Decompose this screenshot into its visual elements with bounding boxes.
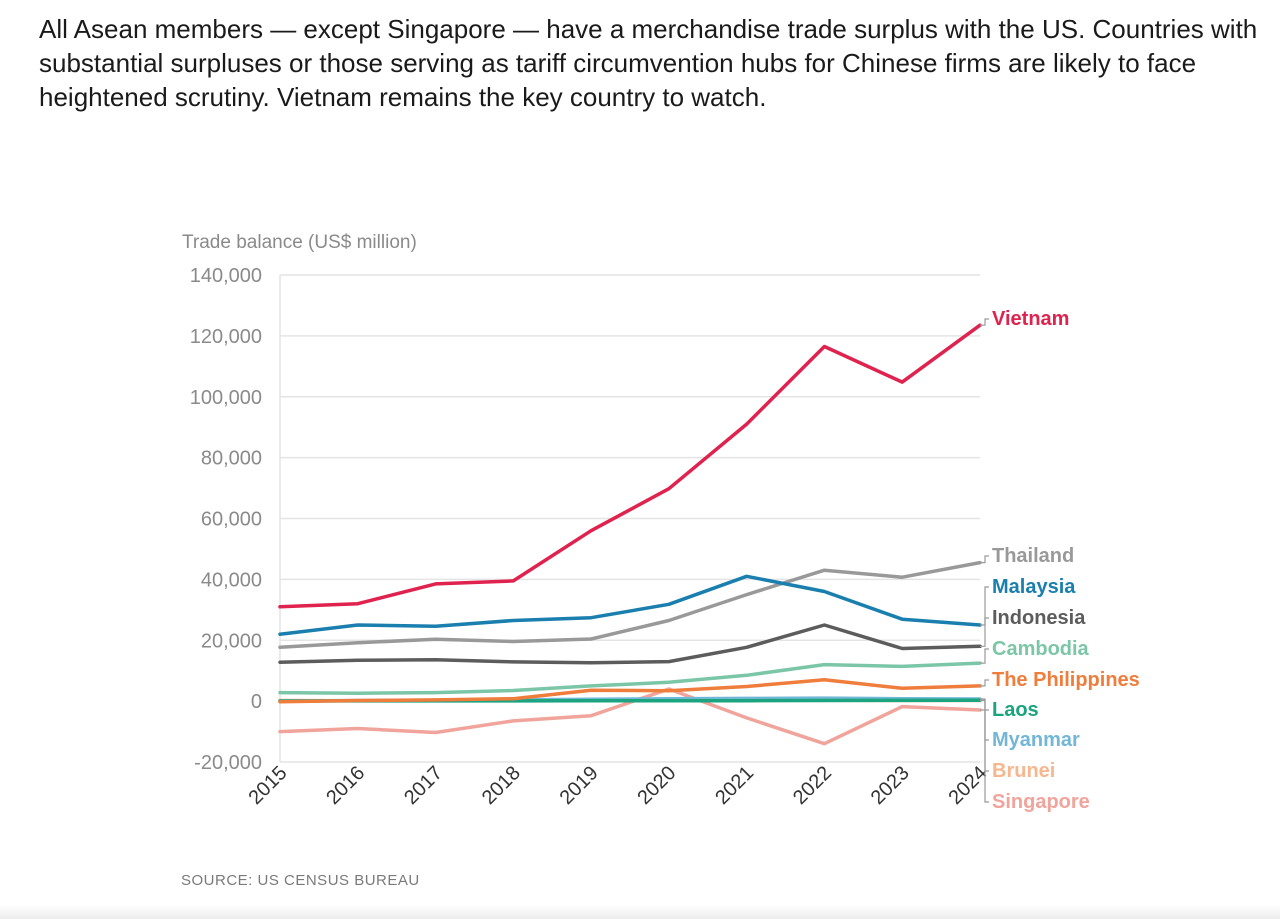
series-label-thailand: Thailand	[992, 545, 1074, 567]
series-line-malaysia	[278, 574, 982, 636]
headline: All Asean members — except Singapore — h…	[39, 14, 1258, 112]
label-leader	[980, 648, 989, 664]
series-line-vietnam	[278, 323, 982, 609]
label-leader	[980, 679, 989, 687]
x-tick-label: 2018	[478, 762, 525, 809]
series-line-the-philippines	[278, 678, 982, 704]
x-tick-label: 2022	[789, 762, 836, 809]
y-tick-label: -20,000	[194, 752, 262, 774]
x-tick-label: 2019	[556, 762, 603, 809]
series-label-cambodia: Cambodia	[992, 638, 1090, 660]
x-axis-ticks: 2015 2016 2017 2018 2019 2020 2021 2022 2023 2024	[245, 762, 992, 809]
y-tick-label: 140,000	[190, 265, 262, 287]
label-leader	[980, 318, 989, 326]
series-label-the-philippines: The Philippines	[992, 669, 1140, 691]
series-line-cambodia	[278, 661, 982, 695]
series-label-singapore: Singapore	[992, 791, 1090, 813]
y-tick-label: 120,000	[190, 326, 262, 348]
label-leader	[980, 555, 989, 564]
source-note: SOURCE: US CENSUS BUREAU	[181, 872, 420, 889]
direct-labels: Vietnam Thailand Malaysia Indonesia Cambodia…	[980, 308, 1140, 813]
y-tick-label: 20,000	[201, 630, 262, 652]
x-tick-label: 2017	[400, 762, 447, 809]
x-tick-label: 2020	[633, 762, 680, 809]
y-tick-label: 60,000	[201, 509, 262, 531]
y-tick-label: 0	[251, 691, 262, 713]
label-leader	[980, 586, 989, 626]
x-tick-label: 2016	[322, 762, 369, 809]
label-leader	[980, 709, 989, 803]
series-label-indonesia: Indonesia	[992, 607, 1086, 629]
x-tick-label: 2023	[867, 762, 914, 809]
series-line-thailand	[278, 560, 982, 650]
series-lines	[278, 323, 982, 746]
x-tick-label: 2021	[711, 762, 758, 809]
series-line-indonesia	[278, 623, 982, 665]
series-label-myanmar: Myanmar	[992, 729, 1080, 751]
series-label-malaysia: Malaysia	[992, 576, 1076, 598]
y-axis-ticks: -20,000 0 20,000 40,000 60,000 80,000 100,000 1…	[190, 265, 262, 774]
y-tick-label: 100,000	[190, 387, 262, 409]
y-tick-label: 80,000	[201, 448, 262, 470]
bottom-fade	[0, 905, 1280, 919]
y-tick-label: 40,000	[201, 569, 262, 591]
series-label-brunei: Brunei	[992, 760, 1055, 782]
label-leader	[980, 617, 989, 647]
series-label-laos: Laos	[992, 699, 1039, 721]
series-label-vietnam: Vietnam	[992, 308, 1069, 330]
y-axis-label: Trade balance (US$ million)	[182, 232, 417, 253]
